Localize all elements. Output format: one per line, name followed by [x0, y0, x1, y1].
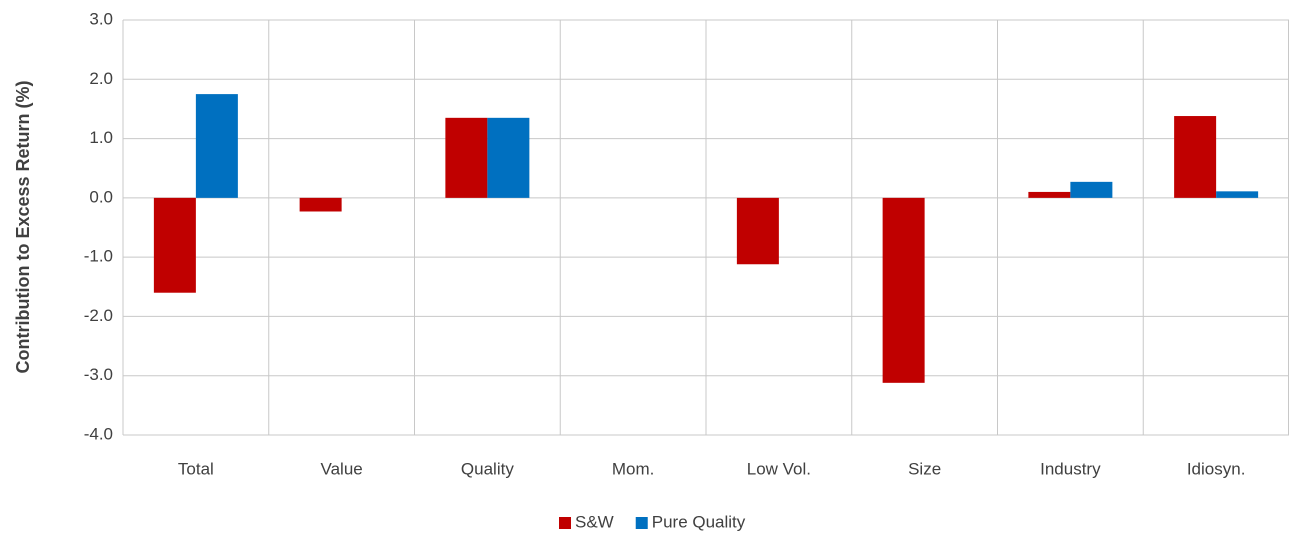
bar [1070, 181, 1113, 198]
y-tick-label: -1.0 [84, 247, 113, 266]
y-tick-label: -4.0 [84, 424, 113, 443]
legend-label: Pure Quality [652, 512, 746, 531]
x-tick-label: Idiosyn. [1187, 459, 1246, 478]
bar [1216, 191, 1259, 198]
y-axis-label: Contribution to Excess Return (%) [13, 80, 33, 373]
y-tick-label: 1.0 [89, 128, 113, 147]
x-tick-label: Value [321, 459, 363, 478]
x-tick-label: Mom. [612, 459, 655, 478]
bar [882, 197, 925, 383]
x-tick-label: Low Vol. [747, 459, 811, 478]
bar [1174, 116, 1217, 198]
bar [153, 197, 196, 293]
y-tick-label: -3.0 [84, 365, 113, 384]
bar [299, 197, 342, 212]
y-tick-label: 2.0 [89, 69, 113, 88]
bar [195, 94, 238, 198]
bar [445, 117, 488, 198]
legend-swatch [559, 517, 571, 529]
y-tick-label: 3.0 [89, 9, 113, 28]
y-tick-label: 0.0 [89, 187, 113, 206]
bar [1028, 191, 1071, 198]
bar [736, 197, 779, 265]
x-tick-label: Quality [461, 459, 514, 478]
legend-label: S&W [575, 512, 614, 531]
legend-swatch [635, 517, 648, 529]
x-tick-label: Total [178, 459, 214, 478]
x-tick-label: Size [908, 459, 941, 478]
x-tick-label: Industry [1040, 459, 1101, 478]
y-tick-label: -2.0 [84, 306, 113, 325]
bar [487, 117, 530, 198]
